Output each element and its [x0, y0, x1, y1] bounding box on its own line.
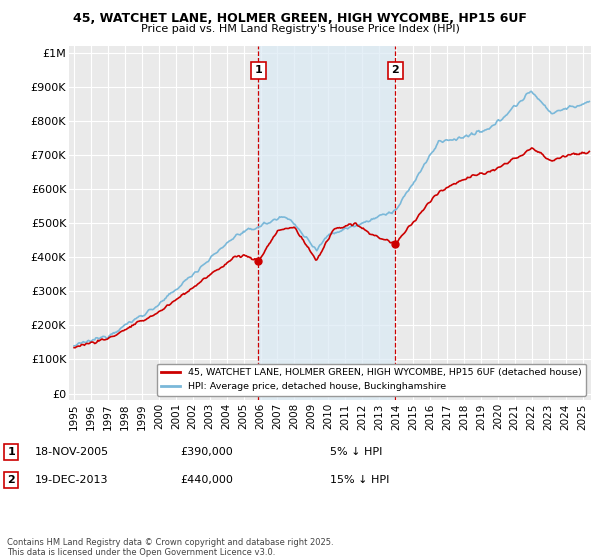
Text: 1: 1 [7, 447, 15, 457]
Text: £440,000: £440,000 [180, 475, 233, 485]
Text: 19-DEC-2013: 19-DEC-2013 [35, 475, 109, 485]
Text: 18-NOV-2005: 18-NOV-2005 [35, 447, 109, 457]
Legend: 45, WATCHET LANE, HOLMER GREEN, HIGH WYCOMBE, HP15 6UF (detached house), HPI: Av: 45, WATCHET LANE, HOLMER GREEN, HIGH WYC… [157, 363, 586, 396]
Text: 1: 1 [254, 66, 262, 75]
Text: 45, WATCHET LANE, HOLMER GREEN, HIGH WYCOMBE, HP15 6UF: 45, WATCHET LANE, HOLMER GREEN, HIGH WYC… [73, 12, 527, 25]
Text: 2: 2 [392, 66, 399, 75]
Text: Contains HM Land Registry data © Crown copyright and database right 2025.
This d: Contains HM Land Registry data © Crown c… [7, 538, 334, 557]
Text: 5% ↓ HPI: 5% ↓ HPI [330, 447, 382, 457]
Text: Price paid vs. HM Land Registry's House Price Index (HPI): Price paid vs. HM Land Registry's House … [140, 24, 460, 34]
Text: 2: 2 [7, 475, 15, 485]
Text: 15% ↓ HPI: 15% ↓ HPI [330, 475, 389, 485]
Bar [259, 46, 395, 400]
Text: £390,000: £390,000 [180, 447, 233, 457]
